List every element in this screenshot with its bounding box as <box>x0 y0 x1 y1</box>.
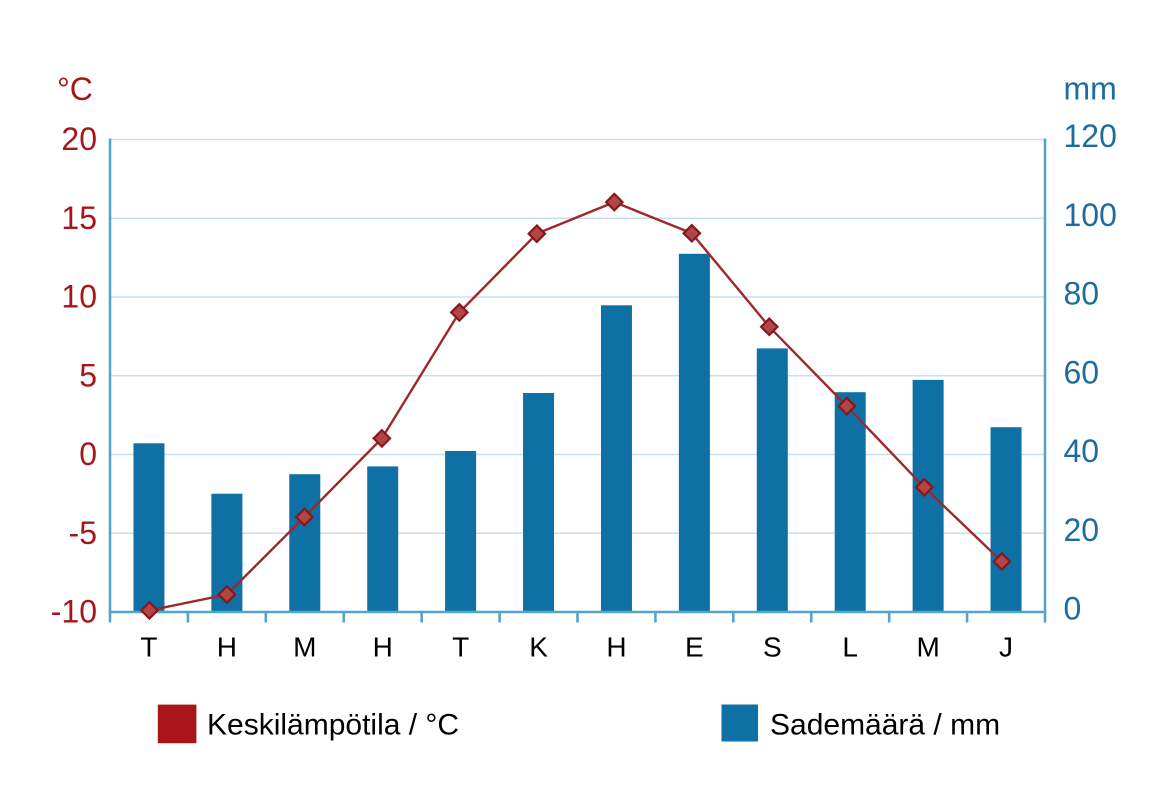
svg-text:-10: -10 <box>51 594 97 630</box>
svg-text:H: H <box>217 632 237 663</box>
svg-text:120: 120 <box>1064 118 1117 154</box>
svg-text:Sademäärä / mm: Sademäärä / mm <box>770 709 1000 742</box>
svg-text:H: H <box>373 632 393 663</box>
svg-text:60: 60 <box>1064 354 1100 390</box>
svg-text:20: 20 <box>1064 512 1100 548</box>
svg-text:100: 100 <box>1064 197 1117 233</box>
svg-text:T: T <box>452 632 469 663</box>
svg-text:5: 5 <box>79 357 97 393</box>
svg-text:L: L <box>842 632 858 663</box>
svg-text:M: M <box>916 632 939 663</box>
svg-text:mm: mm <box>1064 71 1117 107</box>
svg-text:Keskilämpötila / °C: Keskilämpötila / °C <box>207 709 459 742</box>
svg-text:M: M <box>293 632 316 663</box>
svg-text:-5: -5 <box>69 515 97 551</box>
svg-text:40: 40 <box>1064 433 1100 469</box>
svg-text:T: T <box>140 632 157 663</box>
svg-text:K: K <box>529 632 548 663</box>
svg-text:20: 20 <box>61 121 97 157</box>
svg-text:80: 80 <box>1064 276 1100 312</box>
svg-text:H: H <box>606 632 626 663</box>
svg-text:°C: °C <box>57 71 93 107</box>
svg-text:10: 10 <box>61 279 97 315</box>
svg-text:15: 15 <box>61 200 97 236</box>
svg-text:S: S <box>763 632 782 663</box>
svg-text:0: 0 <box>1064 591 1082 627</box>
svg-text:E: E <box>685 632 704 663</box>
svg-text:0: 0 <box>79 436 97 472</box>
svg-text:J: J <box>999 632 1013 663</box>
